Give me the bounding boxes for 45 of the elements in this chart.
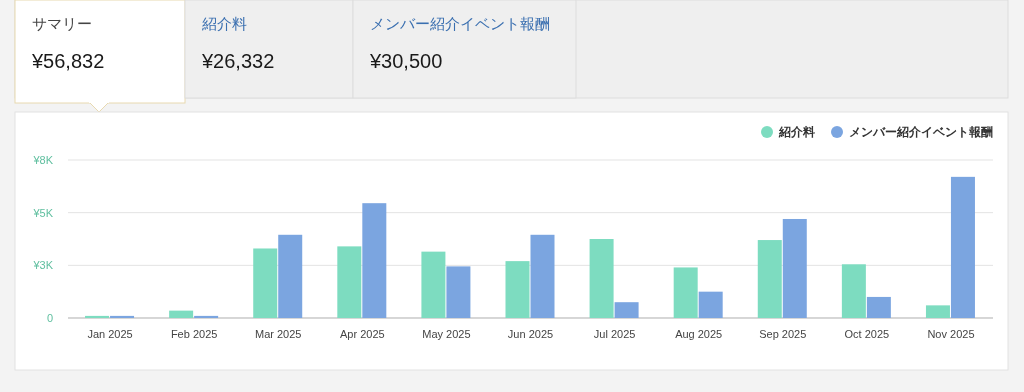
bar	[253, 248, 278, 318]
bar	[925, 305, 950, 318]
bar	[110, 315, 135, 318]
bar	[530, 234, 555, 318]
bar	[866, 296, 891, 318]
bar	[614, 302, 639, 318]
legend-label: 紹介料	[778, 125, 815, 139]
bar	[278, 234, 303, 318]
y-tick-label: 0	[46, 312, 53, 324]
text: ¥26,332	[201, 50, 275, 72]
text: 紹介料	[201, 15, 247, 32]
bar	[673, 267, 698, 318]
x-tick-label: Aug 2025	[675, 328, 723, 340]
x-tick-label: Jun 2025	[507, 328, 554, 340]
bar	[446, 266, 471, 318]
bar	[362, 203, 387, 318]
bar	[698, 291, 723, 318]
text: ¥30,500	[369, 50, 443, 72]
x-tick-label: Oct 2025	[844, 328, 890, 340]
x-tick-label: Mar 2025	[254, 328, 302, 340]
bar	[421, 251, 446, 318]
x-tick-label: May 2025	[422, 328, 471, 340]
bar	[757, 240, 782, 318]
y-tick-label: ¥8K	[32, 154, 54, 166]
x-tick-label: Nov 2025	[927, 328, 975, 340]
x-tick-label: Feb 2025	[170, 328, 218, 340]
bar	[85, 315, 110, 318]
y-tick-label: ¥3K	[32, 259, 54, 272]
bar	[505, 261, 530, 318]
x-tick-label: Sep 2025	[759, 328, 807, 340]
bar	[841, 264, 866, 318]
bar	[337, 246, 362, 318]
bar	[950, 176, 975, 318]
x-tick-label: Jul 2025	[593, 328, 636, 340]
bar	[194, 315, 219, 318]
text: ¥56,832	[31, 50, 105, 72]
x-tick-label: Jan 2025	[87, 328, 133, 340]
y-tick-label: ¥5K	[32, 206, 54, 219]
bar	[589, 239, 614, 318]
x-tick-label: Apr 2025	[339, 328, 385, 340]
bar	[782, 218, 807, 318]
text: メンバー紹介イベント報酬	[370, 15, 550, 32]
text: サマリー	[32, 15, 92, 32]
legend-label: メンバー紹介イベント報酬	[849, 125, 993, 139]
bar	[169, 310, 194, 318]
